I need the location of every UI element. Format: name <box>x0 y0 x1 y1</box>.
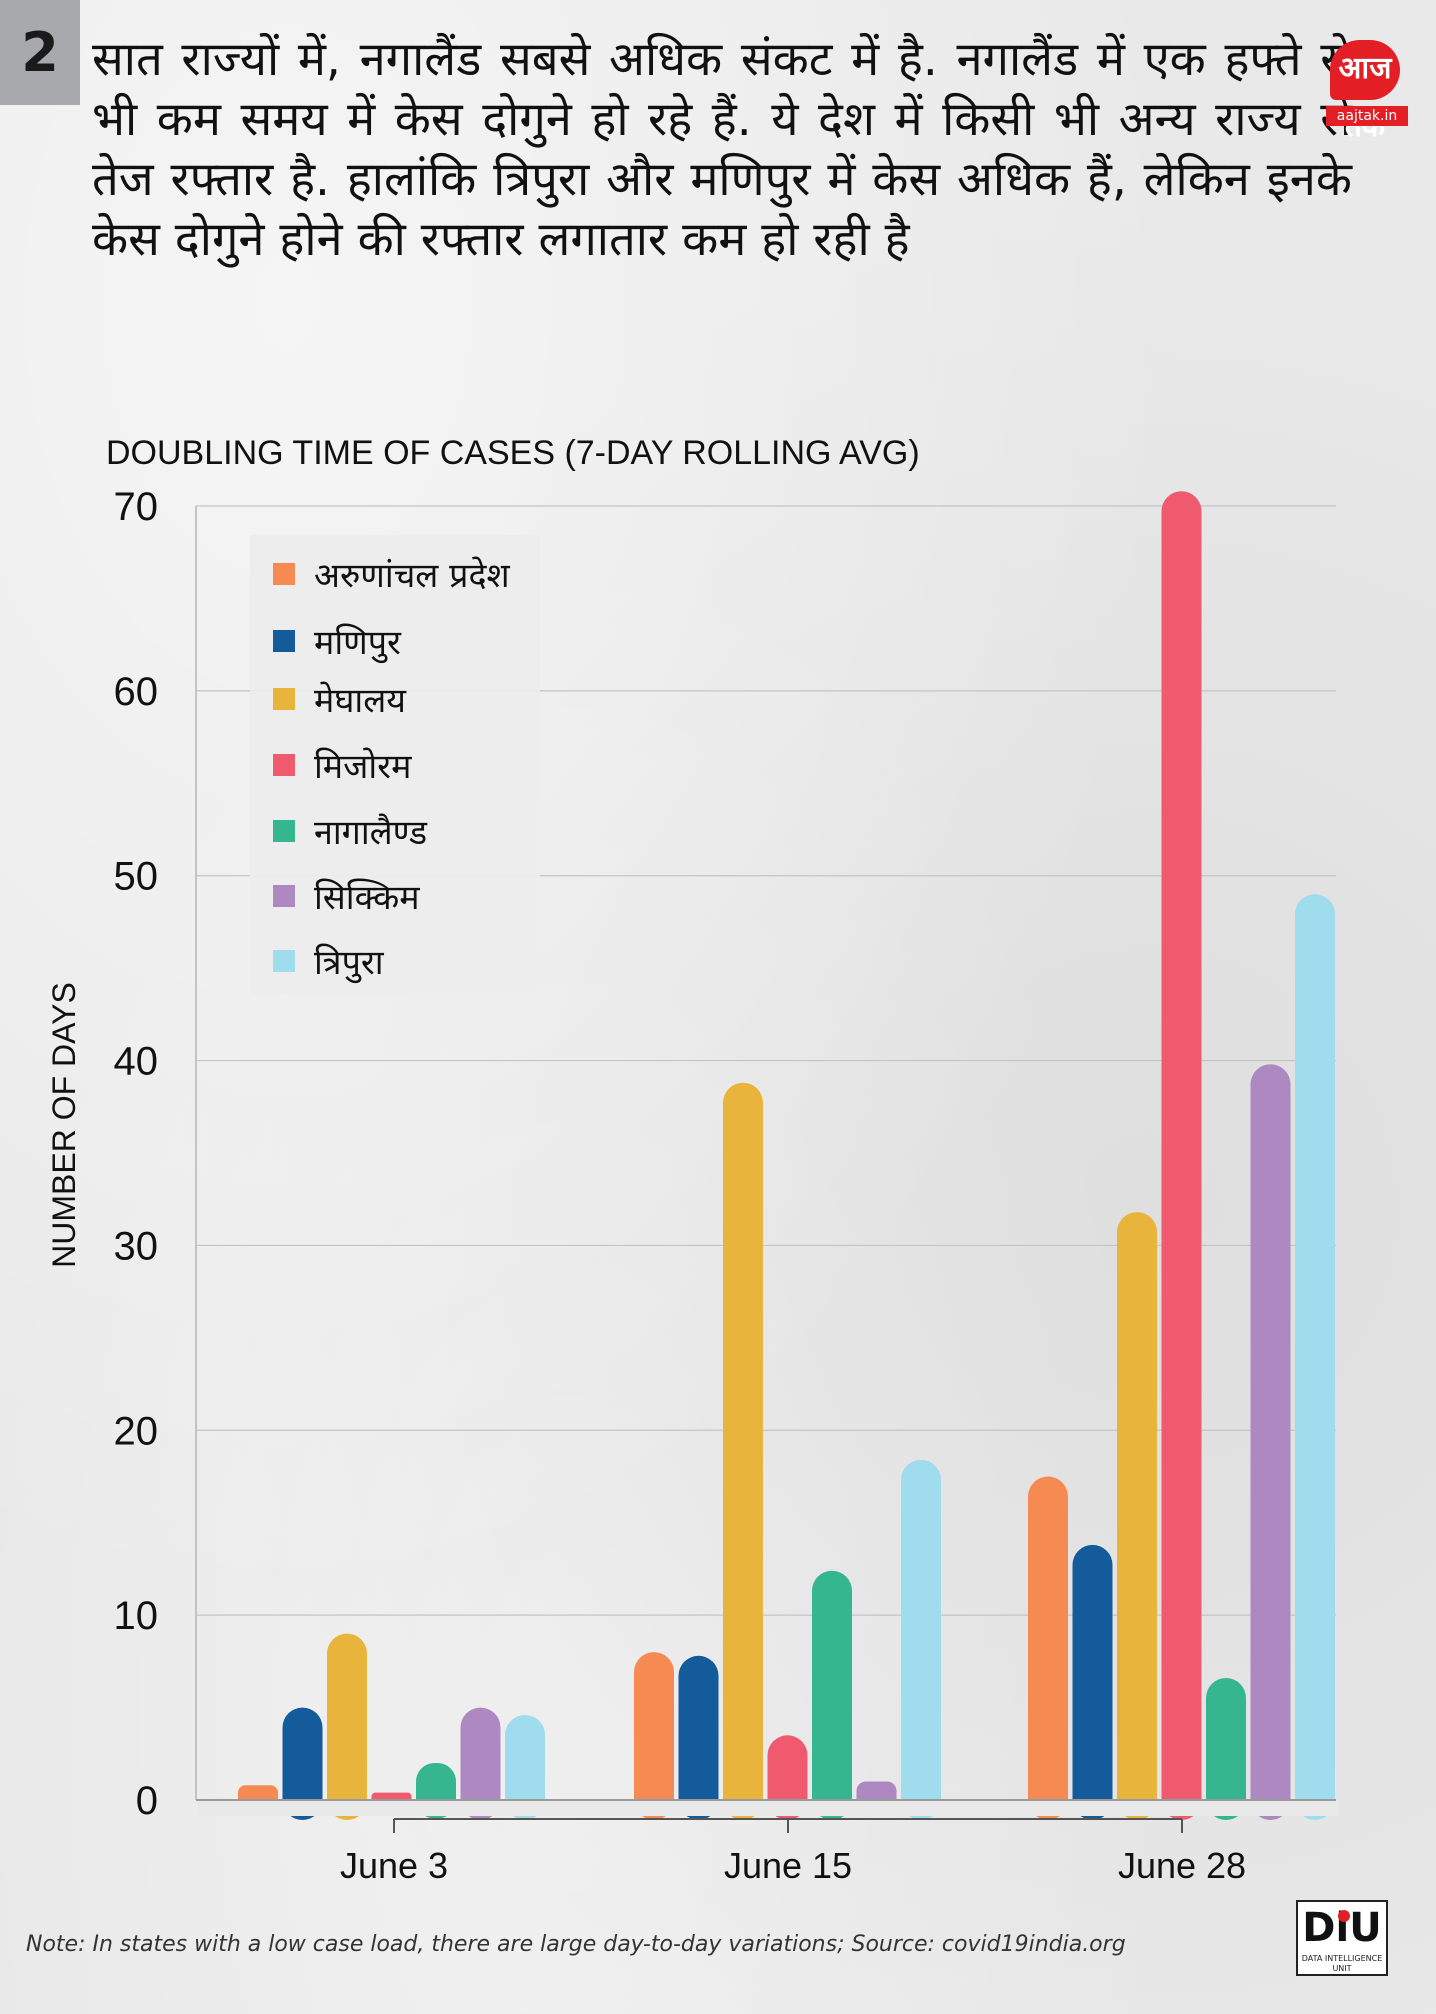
diu-dot-icon <box>1338 1910 1350 1922</box>
bar <box>327 1633 367 1820</box>
bar <box>1295 894 1335 1820</box>
footnote: Note: In states with a low case load, th… <box>26 1932 1126 1957</box>
legend-label: मिजोरम <box>314 747 412 787</box>
y-tick-label: 70 <box>114 485 159 529</box>
legend-swatch <box>273 688 295 710</box>
y-axis-label: NUMBER OF DAYS <box>46 982 82 1268</box>
headline: सात राज्यों में, नगालैंड सबसे अधिक संकट … <box>92 32 1352 267</box>
bar <box>1072 1544 1113 1820</box>
baseline-mask <box>198 1800 1338 1816</box>
legend-item: त्रिपुरा <box>273 943 385 984</box>
x-tick-label: June 28 <box>1118 1845 1246 1886</box>
legend-item: मिजोरम <box>273 747 412 787</box>
bar <box>723 1082 763 1820</box>
bar <box>678 1655 719 1820</box>
y-tick-label: 0 <box>136 1779 158 1823</box>
bar <box>812 1570 852 1820</box>
legend-swatch <box>273 563 295 585</box>
legend-background <box>250 535 540 995</box>
legend-label: मणिपुर <box>314 623 402 664</box>
legend-item: अरुणांचल प्रदेश <box>273 556 511 596</box>
chart-title: DOUBLING TIME OF CASES (7-DAY ROLLING AV… <box>106 434 920 472</box>
bar <box>634 1652 674 1820</box>
bar <box>1117 1212 1157 1820</box>
bar <box>460 1707 501 1820</box>
x-tick-label: June 15 <box>724 1845 852 1886</box>
bar-group <box>238 1633 545 1820</box>
doubling-time-chart: DOUBLING TIME OF CASES (7-DAY ROLLING AV… <box>46 434 1338 1886</box>
bar <box>901 1459 941 1820</box>
section-number: 2 <box>0 0 80 105</box>
y-tick-label: 40 <box>114 1040 159 1084</box>
legend-label: मेघालय <box>314 681 407 721</box>
diu-badge: DiU DATA INTELLIGENCE UNIT <box>1296 1900 1388 1976</box>
y-tick-label: 60 <box>114 670 159 714</box>
legend-label: अरुणांचल प्रदेश <box>314 556 511 596</box>
legend-item: सिक्किम <box>273 878 420 918</box>
legend-swatch <box>273 950 295 972</box>
bar <box>282 1707 323 1820</box>
bar <box>767 1735 808 1820</box>
legend-label: सिक्किम <box>314 878 420 918</box>
bar <box>505 1714 545 1820</box>
legend-label: त्रिपुरा <box>314 943 385 984</box>
bar-group <box>634 1082 941 1820</box>
aajtak-logo: आज तक aajtak.in <box>1326 40 1408 144</box>
bar <box>1028 1476 1068 1820</box>
legend-item: मेघालय <box>273 681 407 721</box>
bar <box>1206 1677 1246 1820</box>
y-tick-label: 50 <box>114 855 159 899</box>
legend-item: नागालैण्ड <box>273 813 428 853</box>
bar <box>1250 1064 1291 1820</box>
legend-swatch <box>273 630 295 652</box>
legend-swatch <box>273 885 295 907</box>
diu-badge-tagline: DATA INTELLIGENCE UNIT <box>1301 1954 1383 1973</box>
y-tick-label: 10 <box>114 1594 159 1638</box>
aajtak-logo-url: aajtak.in <box>1326 106 1408 126</box>
y-tick-label: 30 <box>114 1224 159 1268</box>
legend-item: मणिपुर <box>273 623 402 664</box>
legend-swatch <box>273 754 295 776</box>
legend: अरुणांचल प्रदेश मणिपुर मेघालय मिजोरम नागालैण… <box>250 535 540 995</box>
x-axis: June 3 June 15 June 28 <box>340 1818 1246 1886</box>
legend-label: नागालैण्ड <box>314 813 428 853</box>
legend-swatch <box>273 820 295 842</box>
bars <box>196 491 1338 1820</box>
y-tick-labels: 0 10 20 30 40 50 60 70 <box>114 485 159 1823</box>
bar <box>1161 491 1202 1820</box>
bar-group <box>1028 491 1335 1820</box>
y-tick-label: 20 <box>114 1409 159 1453</box>
x-tick-label: June 3 <box>340 1845 448 1886</box>
